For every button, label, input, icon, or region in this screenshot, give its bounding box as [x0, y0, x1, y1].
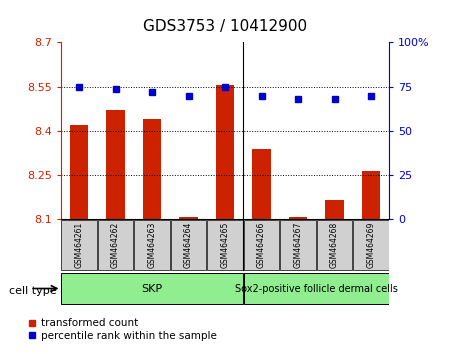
- FancyBboxPatch shape: [62, 220, 96, 270]
- Text: GSM464265: GSM464265: [220, 222, 230, 268]
- Text: GSM464268: GSM464268: [330, 222, 339, 268]
- Text: GSM464269: GSM464269: [366, 222, 375, 268]
- Text: GDS3753 / 10412900: GDS3753 / 10412900: [143, 19, 307, 34]
- FancyBboxPatch shape: [171, 220, 206, 270]
- Text: GSM464266: GSM464266: [257, 222, 266, 268]
- Bar: [289, 217, 307, 219]
- FancyBboxPatch shape: [244, 220, 279, 270]
- FancyBboxPatch shape: [317, 220, 352, 270]
- Bar: [106, 110, 125, 219]
- Legend: transformed count, percentile rank within the sample: transformed count, percentile rank withi…: [28, 319, 217, 341]
- Bar: [216, 85, 234, 219]
- Bar: [143, 119, 161, 219]
- Text: SKP: SKP: [141, 284, 162, 293]
- Bar: [252, 149, 270, 219]
- Bar: [325, 200, 344, 219]
- FancyBboxPatch shape: [280, 220, 315, 270]
- FancyBboxPatch shape: [62, 273, 243, 304]
- FancyBboxPatch shape: [354, 220, 388, 270]
- Bar: [180, 217, 198, 219]
- FancyBboxPatch shape: [135, 220, 170, 270]
- Text: Sox2-positive follicle dermal cells: Sox2-positive follicle dermal cells: [235, 284, 398, 293]
- Text: GSM464267: GSM464267: [293, 222, 302, 268]
- Text: GSM464262: GSM464262: [111, 222, 120, 268]
- Bar: [362, 171, 380, 219]
- Text: cell type: cell type: [9, 286, 57, 296]
- FancyBboxPatch shape: [207, 220, 243, 270]
- Text: GSM464264: GSM464264: [184, 222, 193, 268]
- FancyBboxPatch shape: [244, 273, 388, 304]
- Text: GSM464263: GSM464263: [148, 222, 157, 268]
- Bar: [70, 125, 88, 219]
- Text: GSM464261: GSM464261: [75, 222, 84, 268]
- FancyBboxPatch shape: [98, 220, 133, 270]
